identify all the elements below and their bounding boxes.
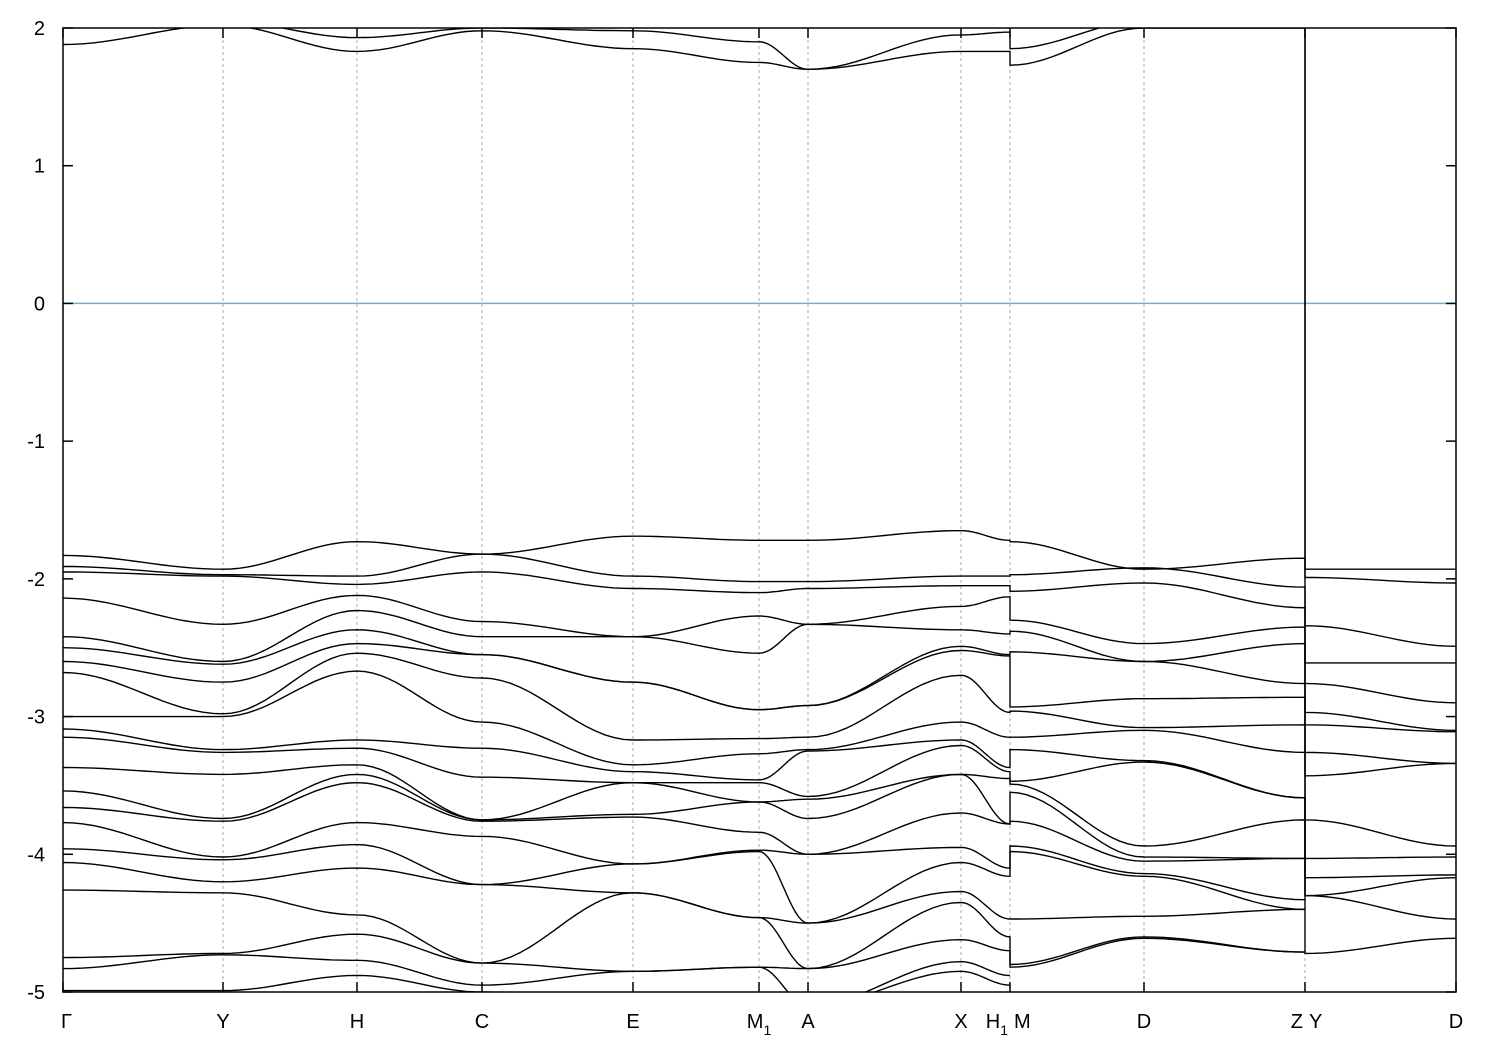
band-line <box>63 642 1456 777</box>
x-tick-label: H1 <box>986 1011 1008 1038</box>
band-line <box>63 954 1011 992</box>
y-tick-label: 0 <box>34 293 45 315</box>
x-tick-label-subscript: 1 <box>763 1022 771 1038</box>
x-tick-label-text: E <box>626 1011 639 1033</box>
x-tick-label-text: H <box>986 1011 1000 1033</box>
x-tick-label: D <box>1449 1011 1463 1033</box>
band-line <box>63 970 1011 992</box>
band-line <box>63 571 1456 704</box>
axis-ticks <box>62 27 1457 993</box>
x-tick-label-text: A <box>801 1011 815 1033</box>
x-tick-label-text: D <box>1137 1011 1151 1033</box>
y-tick-label: -4 <box>27 844 45 866</box>
band-line <box>63 889 1306 970</box>
y-tick-label: -1 <box>27 431 45 453</box>
x-tick-labels: Γ Y H C E M1 A X H1 M D Z Y D <box>61 1011 1463 1038</box>
band-line <box>63 843 1306 924</box>
band-line <box>63 553 1456 664</box>
x-tick-label: Γ <box>61 1011 72 1033</box>
band-line <box>63 530 1456 647</box>
x-tick-label: H <box>350 1011 364 1033</box>
x-tick-label: C <box>475 1011 489 1033</box>
x-tick-label-text: C <box>475 1011 489 1033</box>
y-tick-label: -5 <box>27 982 45 1004</box>
x-tick-label: E <box>626 1011 639 1033</box>
x-tick-label-text: Z <box>1291 1011 1303 1033</box>
band-line <box>63 28 1456 570</box>
x-tick-label-text: M <box>1014 1011 1031 1033</box>
x-tick-label: Y <box>1309 1011 1322 1033</box>
x-tick-label: M1 <box>747 1011 772 1038</box>
band-line <box>63 764 1456 920</box>
band-line <box>63 736 1456 897</box>
x-tick-label: X <box>954 1011 967 1033</box>
x-tick-label-text: Y <box>216 1011 229 1033</box>
x-tick-label: Z <box>1291 1011 1303 1033</box>
x-tick-label-text: M <box>747 1011 764 1033</box>
band-line <box>63 781 1305 862</box>
band-line <box>63 728 1456 879</box>
x-tick-label: M <box>1014 1011 1031 1033</box>
band-line <box>278 28 1456 584</box>
y-tick-labels: 2 1 0 -1 -2 -3 -4 -5 <box>27 18 45 1004</box>
y-tick-label: -2 <box>27 569 45 591</box>
x-tick-label-text: Y <box>1309 1011 1322 1033</box>
grid-lines <box>222 28 1306 992</box>
bands <box>63 28 1456 992</box>
x-tick-label: Y <box>216 1011 229 1033</box>
band-line <box>63 773 1456 955</box>
band-line <box>63 670 1456 860</box>
x-tick-label: D <box>1137 1011 1151 1033</box>
x-tick-label-text: D <box>1449 1011 1463 1033</box>
x-tick-label-text: X <box>954 1011 967 1033</box>
x-tick-label: A <box>801 1011 815 1033</box>
band-line <box>63 609 1456 733</box>
x-tick-label-text: Γ <box>61 1011 72 1033</box>
y-tick-label: -3 <box>27 707 45 729</box>
x-tick-label-text: H <box>350 1011 364 1033</box>
x-tick-label-subscript: 1 <box>1000 1022 1008 1038</box>
y-tick-label: 2 <box>34 18 45 40</box>
band-line <box>63 594 1456 731</box>
band-line <box>63 821 1306 901</box>
y-tick-label: 1 <box>34 156 45 178</box>
band-line <box>63 652 1456 847</box>
